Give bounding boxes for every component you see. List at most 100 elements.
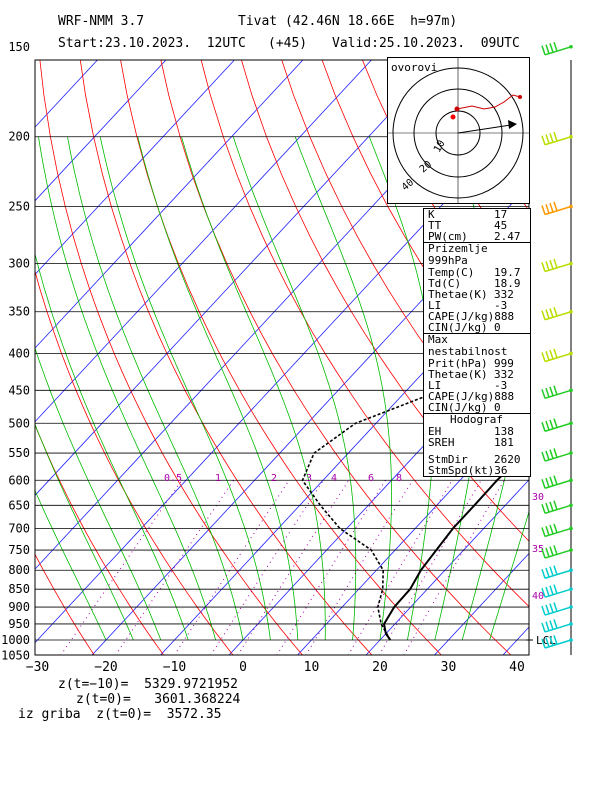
max-instability-title: Max nestabilnost	[428, 333, 508, 358]
mixing-ratio-line	[403, 480, 505, 655]
mixing-ratio-label: 6	[368, 473, 374, 484]
moist-adiabat	[67, 136, 244, 641]
wind-barb-icon	[541, 565, 573, 579]
surface-cin-value: 0	[494, 321, 501, 334]
max-prit-label: Prit(hPa)	[428, 357, 488, 370]
sreh-label: SREH	[428, 436, 455, 449]
isotherm	[365, 479, 529, 655]
start-label: Start:23.10.2023. 12UTC	[58, 36, 246, 51]
surface-cin-label: CIN(J/kg)	[428, 321, 488, 334]
surface-li-value: -3	[494, 299, 508, 312]
indices-panel: K 17 TT 45 PW(cm) 2.47 Prizemlje 999hPa Tem…	[423, 208, 531, 477]
eh-label: EH	[428, 425, 442, 438]
hodo-point-surface	[454, 106, 460, 112]
mixing-ratio-label: 1	[215, 473, 221, 484]
mixing-ratio-label: 8	[396, 473, 402, 484]
theta-e-label: 40	[532, 591, 544, 602]
mixing-ratio-label: 0.5	[164, 473, 182, 484]
k-label: K	[428, 208, 435, 221]
pressure-tick-label: 300	[8, 257, 30, 271]
wind-barb-icon	[541, 41, 573, 56]
wind-barb-icon	[541, 619, 573, 633]
mixing-ratio-line	[115, 480, 235, 655]
wind-barb-icon	[541, 584, 573, 598]
mixing-ratio-label: 4	[331, 473, 337, 484]
isotherm	[35, 60, 372, 423]
mixing-ratio-line	[210, 480, 324, 655]
hodograph-params-title: Hodograf	[450, 413, 503, 426]
temperature-tick-label: 40	[509, 660, 525, 675]
stmspd-label: StmSpd(kt)	[428, 464, 495, 477]
model-label: WRF-NMM 3.7	[58, 14, 145, 29]
surface-title: Prizemlje 999hPa	[428, 242, 488, 267]
hodograph: ovorovi 10 20 40	[387, 57, 530, 204]
max-cin-value: 0	[494, 401, 501, 414]
wind-barb-icon	[541, 348, 573, 363]
wind-barb-icon	[541, 131, 573, 146]
hodo-point-top	[518, 95, 522, 99]
mixing-ratio-line	[305, 480, 414, 655]
wind-barb-icon	[541, 385, 573, 400]
surface-thetae-label: Thetae(K)	[428, 288, 488, 301]
wind-barb-icon	[541, 545, 573, 559]
theta-e-label: 35	[532, 544, 544, 555]
mixing-ratio-line	[276, 480, 386, 655]
location-label: Tivat (42.46N 18.66E h=97m)	[238, 14, 458, 29]
stmdir-value: 2620	[494, 453, 521, 466]
dry-adiabat	[596, 47, 600, 656]
max-thetae-label: Thetae(K)	[428, 368, 488, 381]
pressure-tick-label: 850	[8, 582, 30, 596]
temperature-tick-label: −30	[26, 660, 49, 675]
storm-motion-arrow-icon	[508, 120, 517, 129]
pressure-tick-label: 200	[8, 130, 30, 144]
surface-li-label: LI	[428, 299, 442, 312]
max-cape-value: 888	[494, 390, 515, 403]
surface-td-value: 18.9	[494, 277, 521, 290]
height-line-3: iz griba z(t=0)= 3572.35	[18, 707, 222, 722]
stmspd-value: 36	[494, 464, 508, 477]
mixing-ratio-label: 3	[306, 473, 312, 484]
surface-td-label: Td(C)	[428, 277, 462, 290]
moist-adiabat	[38, 136, 216, 641]
wind-barb-icon	[541, 523, 573, 538]
height-line-1: z(t=−10)= 5329.9721952	[58, 677, 239, 692]
pressure-tick-label: 400	[8, 346, 30, 360]
surface-temp-label: Temp(C)	[428, 266, 475, 279]
tt-label: TT	[428, 219, 442, 232]
isotherm	[35, 60, 441, 496]
temperature-tick-label: 10	[304, 660, 320, 675]
isotherm	[571, 47, 600, 655]
dewpoint-profile-line	[301, 360, 529, 641]
hodo-storm-dot	[450, 114, 456, 120]
sreh-value: 181	[494, 436, 514, 449]
moist-adiabat	[489, 510, 529, 641]
pressure-tick-label: 1050	[1, 648, 30, 662]
pressure-tick-label: 650	[8, 498, 30, 512]
hodo-ring-label-10: 10	[432, 139, 448, 155]
stmdir-label: StmDir	[428, 453, 468, 466]
wind-barb-icon	[541, 448, 573, 462]
temperature-tick-label: −20	[94, 660, 117, 675]
max-cin-label: CIN(J/kg)	[428, 401, 488, 414]
pressure-tick-label: 700	[8, 521, 30, 535]
valid-label: Valid:25.10.2023. 09UTC	[332, 36, 520, 51]
mixing-ratio-line	[347, 480, 453, 655]
moist-adiabat	[294, 136, 392, 641]
max-li-label: LI	[428, 379, 442, 392]
wind-barb-icon	[541, 258, 573, 273]
mixing-ratio-line	[60, 480, 183, 655]
tt-value: 45	[494, 219, 508, 232]
dry-adiabat	[79, 60, 373, 655]
pressure-tick-label: 900	[8, 600, 30, 614]
wind-barb-icon	[541, 635, 573, 649]
temperature-tick-label: 0	[239, 660, 247, 675]
mixing-ratio-label: 2	[271, 473, 277, 484]
pressure-tick-label: 450	[8, 383, 30, 397]
surface-cape-label: CAPE(J/kg)	[428, 310, 495, 323]
dry-adiabat	[556, 47, 600, 656]
max-cape-label: CAPE(J/kg)	[428, 390, 495, 403]
pressure-tick-label: 350	[8, 305, 30, 319]
eh-value: 138	[494, 425, 514, 438]
hodo-label: ovorovi	[391, 61, 437, 74]
moist-adiabat	[35, 489, 107, 641]
